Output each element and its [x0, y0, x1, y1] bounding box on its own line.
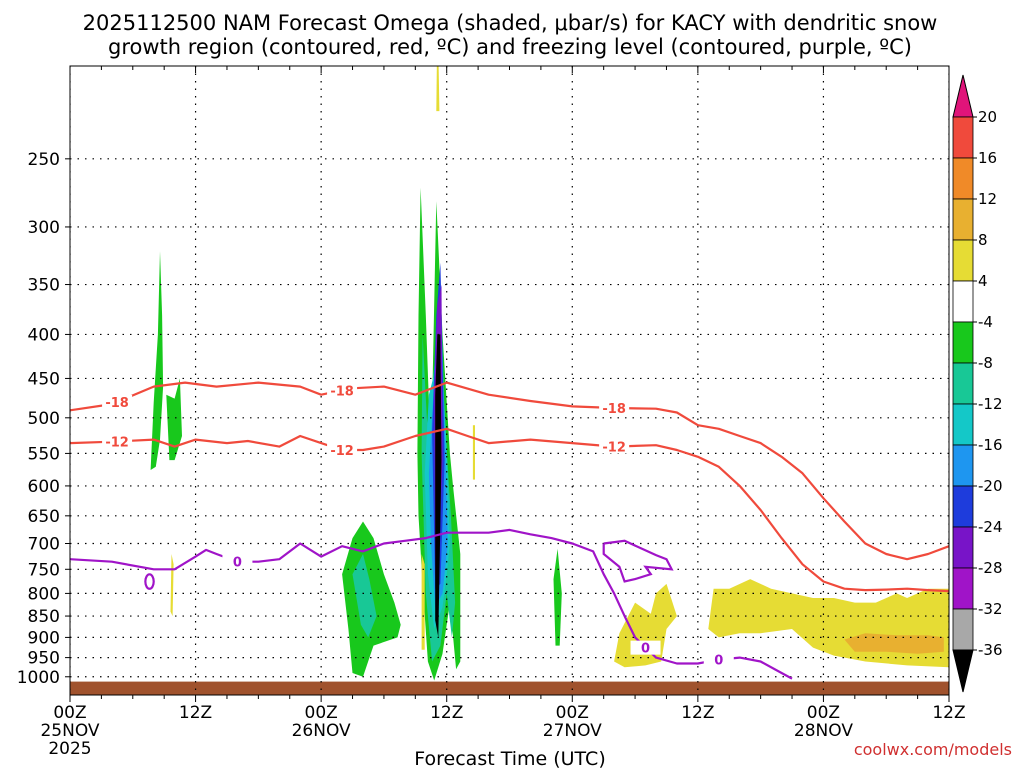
- x-tick-date: 26NOV: [292, 721, 351, 741]
- colorbar: 20 16 12 8 4 -4 -8 -12 -16 -20 -24 -28 -32 -36: [952, 74, 1003, 693]
- colorbar-band: [952, 526, 974, 569]
- x-tick-label: 12Z: [179, 703, 212, 723]
- omega-shade-area: [166, 378, 182, 461]
- contour-label-bg: [102, 434, 133, 449]
- y-tick-label: 900: [28, 628, 60, 648]
- colorbar-label: -8: [978, 354, 993, 372]
- colorbar-band: [952, 116, 974, 159]
- omega-shade-area: [844, 633, 944, 654]
- x-tick-label: 12Z: [932, 703, 965, 723]
- colorbar-band: [952, 403, 974, 446]
- colorbar-overflow-low: [952, 649, 974, 693]
- x-tick-date: 28NOV: [794, 721, 853, 741]
- x-tick-label: 00Z: [807, 703, 840, 723]
- y-tick-label: 850: [28, 607, 60, 627]
- colorbar-band: [952, 444, 974, 487]
- contour-label: 0: [714, 654, 723, 669]
- x-tick-label: 00Z: [53, 703, 86, 723]
- colorbar-band: [952, 198, 974, 241]
- contour-label-bg: [222, 554, 253, 569]
- y-tick-label: 800: [28, 584, 60, 604]
- x-tick-label: 12Z: [681, 703, 714, 723]
- y-tick-label: 650: [28, 507, 60, 527]
- colorbar-band: [952, 608, 974, 651]
- colorbar-label: -24: [978, 518, 1003, 536]
- plot-area: -18 -18 -18 -12 -12 -12 0 0 0: [69, 65, 950, 696]
- colorbar-label: 16: [978, 149, 997, 167]
- plot-background: [70, 66, 949, 695]
- y-tick-label: 450: [28, 369, 60, 389]
- contour-label-bg: [599, 400, 630, 415]
- y-tick-label: 1000: [17, 668, 60, 688]
- chart-title-line2: growth region (contoured, red, ºC) and f…: [108, 35, 912, 59]
- contour-label: -18: [602, 402, 626, 417]
- colorbar-band: [952, 157, 974, 200]
- omega-shade-area: [614, 583, 677, 668]
- colorbar-label: 12: [978, 190, 997, 208]
- colorbar-band: [952, 567, 974, 610]
- contour-label-bg: [327, 442, 358, 457]
- contour-label-bg: [630, 640, 661, 655]
- ground-terrain: [70, 681, 949, 695]
- contour-label-bg: [327, 383, 358, 398]
- x-tick-label: 00Z: [556, 703, 589, 723]
- contour-label: -12: [105, 435, 129, 450]
- contour-label: -18: [105, 396, 129, 411]
- chart-title-line1: 2025112500 NAM Forecast Omega (shaded, μ…: [83, 11, 938, 35]
- y-tick-label: 400: [28, 325, 60, 345]
- y-tick-label: 700: [28, 535, 60, 555]
- x-axis-label: Forecast Time (UTC): [414, 748, 605, 768]
- colorbar-label: 8: [978, 231, 988, 249]
- colorbar-label: 20: [978, 108, 997, 126]
- colorbar-label: -4: [978, 313, 993, 331]
- omega-shade-area: [436, 66, 440, 112]
- colorbar-label: -12: [978, 395, 1003, 413]
- contour-label: 0: [233, 556, 242, 571]
- y-tick-label: 350: [28, 276, 60, 296]
- omega-shade-area: [553, 548, 562, 646]
- closed-contour: [144, 573, 155, 590]
- colorbar-label: -16: [978, 436, 1003, 454]
- colorbar-label: -32: [978, 600, 1003, 618]
- omega-shade-area: [421, 554, 425, 650]
- y-axis: 2503003504004505005506006507007508008509…: [17, 150, 70, 688]
- contour-label-bg: [102, 394, 133, 409]
- colorbar-overflow-high: [952, 74, 974, 118]
- colorbar-label: -36: [978, 641, 1003, 659]
- colorbar-band: [952, 280, 974, 323]
- y-tick-label: 250: [28, 150, 60, 170]
- contour-label-bg: [703, 652, 734, 667]
- x-tick-year: 2025: [48, 739, 91, 759]
- x-tick-label: 00Z: [305, 703, 338, 723]
- y-tick-label: 300: [28, 218, 60, 238]
- x-tick-date: 25NOV: [40, 721, 99, 741]
- colorbar-label: -20: [978, 477, 1003, 495]
- contour-line: [70, 528, 793, 680]
- x-tick-date: 27NOV: [543, 721, 602, 741]
- contour-label: -12: [330, 444, 354, 459]
- colorbar-band: [952, 321, 974, 364]
- contour-line: [70, 427, 949, 593]
- contour-label: 0: [641, 642, 650, 657]
- colorbar-label: -28: [978, 559, 1003, 577]
- y-tick-label: 500: [28, 409, 60, 429]
- y-tick-label: 550: [28, 444, 60, 464]
- colorbar-band: [952, 362, 974, 405]
- contour-label-bg: [599, 439, 630, 454]
- contour-label: -12: [602, 441, 626, 456]
- y-tick-label: 950: [28, 649, 60, 669]
- omega-shade-area: [472, 425, 475, 480]
- colorbar-band: [952, 485, 974, 528]
- colorbar-label: 4: [978, 272, 988, 290]
- colorbar-band: [952, 239, 974, 282]
- y-tick-label: 750: [28, 560, 60, 580]
- closed-contour: [602, 539, 674, 583]
- credit-text: coolwx.com/models: [854, 740, 1012, 759]
- x-tick-label: 12Z: [430, 703, 463, 723]
- contour-label: -18: [330, 384, 354, 399]
- y-tick-label: 600: [28, 477, 60, 497]
- omega-shade-area: [150, 251, 164, 470]
